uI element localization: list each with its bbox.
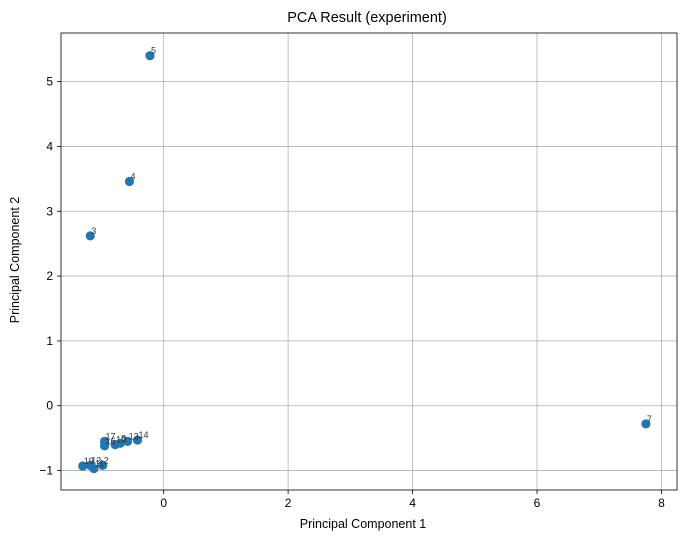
point-label: 11 — [95, 459, 104, 469]
point-label: 4 — [130, 171, 135, 181]
data-point — [85, 231, 95, 241]
plot-frame — [60, 32, 678, 491]
y-tick-label: 0 — [46, 399, 53, 413]
point-label: 12 — [91, 455, 101, 465]
data-point — [641, 419, 651, 429]
data-point — [99, 441, 110, 451]
x-tick-label: 8 — [658, 496, 665, 510]
point-label: 5 — [151, 46, 156, 56]
point-label: 13 — [129, 431, 139, 441]
y-tick-label: 5 — [46, 75, 53, 89]
x-tick-label: 4 — [409, 496, 416, 510]
data-point — [85, 460, 95, 470]
data-point — [98, 460, 108, 470]
data-point — [145, 51, 155, 61]
x-axis-label: Principal Component 1 — [300, 517, 427, 531]
data-point — [124, 176, 135, 187]
point-label: 14 — [139, 430, 149, 440]
y-tick-label: 1 — [46, 334, 53, 348]
chart-title: PCA Result (experiment) — [287, 10, 447, 26]
point-label: 10 — [116, 435, 126, 445]
point-label: 19 — [84, 456, 94, 466]
x-tick-label: 0 — [160, 496, 167, 510]
data-points — [78, 51, 651, 474]
data-point — [132, 435, 143, 445]
point-label: 17 — [106, 431, 116, 441]
y-tick-label: 3 — [46, 204, 53, 218]
y-tick-label: 2 — [46, 269, 53, 283]
y-axis-label: Principal Component 2 — [8, 197, 22, 324]
point-label: 2 — [104, 455, 109, 465]
point-label: 7 — [647, 414, 652, 424]
data-point — [122, 436, 133, 446]
point-label: 8 — [121, 433, 126, 443]
point-label: 3 — [91, 226, 96, 236]
point-label: 16 — [106, 436, 116, 446]
y-tick-label: 4 — [46, 139, 53, 153]
data-point — [110, 440, 120, 450]
y-tick-label: −1 — [39, 464, 53, 478]
x-tick-label: 2 — [285, 496, 292, 510]
data-point — [78, 461, 88, 471]
x-tick-label: 6 — [534, 496, 541, 510]
grid — [61, 33, 677, 490]
